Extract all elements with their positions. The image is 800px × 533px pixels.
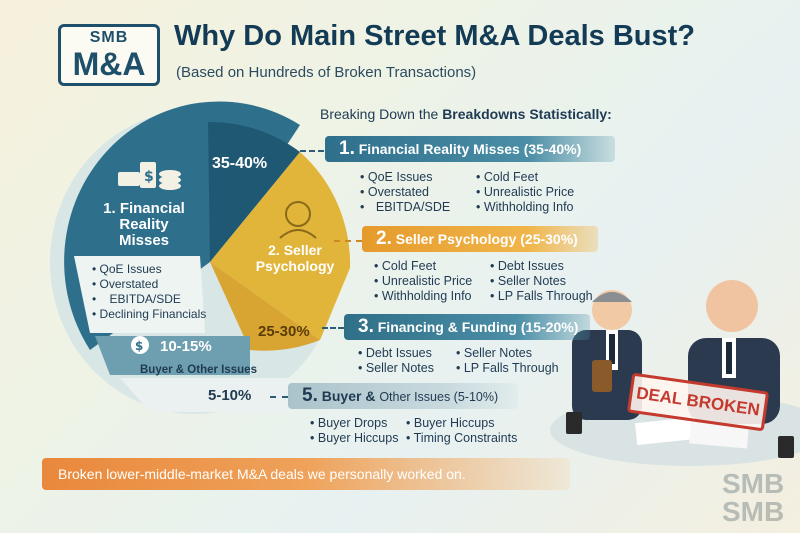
section-seller-col1: Cold Feet Unrealistic Price Withholding … [374,259,472,304]
broken-deal-illustration [550,280,800,466]
section-number: 2. [376,228,392,249]
dollar-money-icon: $ [118,162,181,190]
pie-slice-buyer [120,378,290,412]
list-item: Withholding Info [374,289,472,304]
svg-text:$: $ [135,339,143,353]
watermark-line1: SMB [722,468,785,499]
section-banner-buyer: 5. Buyer & Other Issues (5-10%) [288,383,518,409]
connector-line-5 [270,396,288,398]
list-item: Debt Issues [490,259,593,274]
list-item: Seller Notes [456,346,559,361]
list-item: Cold Feet [374,259,472,274]
seller-person-icon [279,201,317,239]
list-item: Seller Notes [490,274,593,289]
slice-seller-label-line1: 2. Seller [268,242,322,258]
list-item-text: EBITDA/SDE [375,200,451,214]
section-banner-seller: 2. Seller Psychology (25-30%) [362,226,598,252]
inner-list-item-text: EBITDA/SDE [109,292,181,306]
inner-list-item: Declining Financials [92,307,207,322]
pie-slice-top [208,121,300,262]
list-item: Cold Feet [476,170,574,185]
section-banner-financing: 3. Financing & Funding (15-20%) [344,314,590,340]
logo-line1: SMB [89,29,129,46]
section-number: 3. [358,316,374,337]
section-number: 1. [339,138,355,159]
list-item: Unrealistic Price [476,185,574,200]
section-title: Financing & Funding (15-20%) [377,319,579,335]
list-item: Buyer Hiccups [310,431,399,446]
slice-financial-label: 1. Financial Reality Misses [94,201,194,249]
connector-line-1 [300,150,324,152]
breakdown-suffix: Statistically: [529,106,612,122]
footer-banner: Broken lower-middle-market M&A deals we … [42,458,570,490]
smb-watermark: SMB SMB [722,470,784,526]
section-buyer-col1: Buyer Drops Buyer Hiccups [310,416,399,446]
slice-seller-label-line2: Psychology [255,258,335,274]
inner-list-item: QoE Issues [92,262,206,277]
section-title-bold: Buyer & [321,388,376,404]
list-item: LP Falls Through [456,361,559,376]
section-number: 5. [302,385,318,406]
logo-line2: M&A [72,46,146,82]
slice-seller-percent: 25-30% [258,323,310,340]
dollar-badge-icon: $ [131,336,149,354]
breakdown-bold: Breakdowns [442,106,526,122]
pie-inner-list: QoE Issues Overstated EBITDA/SDE Declini… [92,262,207,322]
slice-financial-label-line2: Reality [119,216,169,233]
list-item: Timing Constraints [406,431,518,446]
pie-slice-seller-lower [210,262,320,351]
slice-financing-percent: 10-15% [160,338,212,355]
smb-ma-logo: SMB M&A [58,24,160,86]
connector-line-2 [334,240,362,242]
slice-seller-label: 2. Seller Psychology [244,242,346,274]
section-title-rest: Other Issues (5-10%) [379,390,499,404]
section-title: Financial Reality Misses (35-40%) [358,141,582,157]
list-item: QoE Issues [360,170,450,185]
page-title: Why Do Main Street M&A Deals Bust? [174,20,695,52]
inner-list-item: EBITDA/SDE [92,292,206,307]
slice-buyer-label: Buyer & Other Issues [140,364,257,376]
list-item: Buyer Hiccups [406,416,517,431]
list-item: Debt Issues [358,346,434,361]
slice-buyer-percent: 5-10% [208,387,252,404]
slice-financial-percent: 35-40% [212,155,268,172]
list-item: Seller Notes [358,361,434,376]
page-subtitle: (Based on Hundreds of Broken Transaction… [176,64,477,81]
section-seller-col2: Debt Issues Seller Notes LP Falls Throug… [490,259,593,304]
list-item: Overstated [360,185,450,200]
list-item: LP Falls Through [490,289,593,304]
list-item: EBITDA/SDE [360,200,450,215]
section-banner-financial: 1. Financial Reality Misses (35-40%) [325,136,615,162]
section-financial-col2: Cold Feet Unrealistic Price Withholding … [476,170,574,215]
svg-text:$: $ [144,169,154,185]
breakdown-prefix: Breaking Down the [320,106,439,122]
list-item: Unrealistic Price [374,274,472,289]
pie-slice-seller [210,152,351,340]
section-financing-col2: Seller Notes LP Falls Through [456,346,559,376]
list-item: Withholding Info [476,200,574,215]
section-financial-col1: QoE Issues Overstated EBITDA/SDE [360,170,450,215]
section-title: Seller Psychology (25-30%) [395,231,578,247]
section-financing-col1: Debt Issues Seller Notes [358,346,434,376]
section-buyer-col2: Buyer Hiccups Timing Constraints [406,416,518,446]
watermark-line2: SMB [722,496,785,527]
slice-financial-label-line1: 1. Financial [103,200,185,217]
inner-list-item: Overstated [92,277,206,292]
list-item: Buyer Drops [310,416,398,431]
breakdown-heading: Breaking Down the Breakdowns Statistical… [320,106,612,122]
slice-financial-label-line3: Misses [118,232,170,249]
connector-line-3 [322,327,344,329]
